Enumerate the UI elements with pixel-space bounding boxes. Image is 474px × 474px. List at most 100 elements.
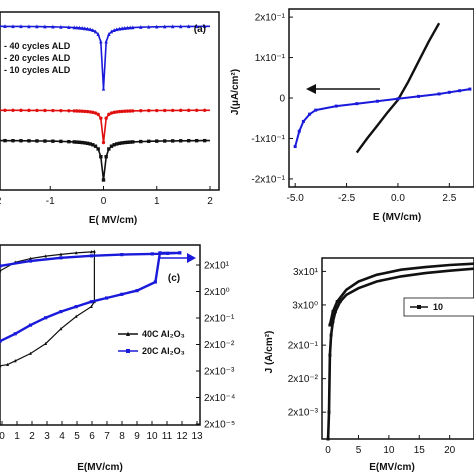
series-b-1-point bbox=[417, 94, 420, 98]
series-a-1-point bbox=[147, 108, 151, 113]
xtick-c-11: 11 bbox=[162, 431, 173, 442]
series-a-0-point bbox=[117, 26, 122, 31]
xtick-d-2: 10 bbox=[383, 445, 395, 456]
ytick-b-3: -1x10⁻¹ bbox=[251, 134, 285, 145]
series-a-1-point bbox=[85, 109, 90, 114]
series-c-1-point bbox=[74, 305, 78, 309]
xtick-d-3: 15 bbox=[414, 445, 426, 456]
legend-a-2: - 10 cycles ALD bbox=[4, 65, 71, 75]
series-a-0-point bbox=[131, 25, 135, 30]
series-c-1-point bbox=[59, 256, 63, 260]
series-a-2-point bbox=[131, 140, 135, 144]
series-c-0-point bbox=[93, 249, 96, 253]
series-a-2-point bbox=[115, 142, 119, 146]
series-a-2-point bbox=[99, 155, 103, 159]
series-c-1-point bbox=[150, 252, 154, 256]
series-a-2-point bbox=[179, 139, 183, 143]
series-a-2-point bbox=[128, 140, 132, 144]
panel-a-frame bbox=[0, 11, 220, 191]
ytick-b-1: 1x10⁻¹ bbox=[255, 53, 286, 64]
series-d-1-point bbox=[335, 300, 339, 304]
series-a-2-point bbox=[171, 139, 175, 143]
panel-b: 2x10⁻¹ 1x10⁻¹ 0 -1x10⁻¹ -2x10⁻¹ -5.0 -2.5 0.0 2… bbox=[230, 8, 474, 223]
series-a-0-point bbox=[187, 24, 191, 29]
series-d-0-point bbox=[338, 300, 342, 304]
series-d-0-point bbox=[331, 320, 335, 324]
xtick-c-10: 10 bbox=[146, 431, 158, 442]
series-b-1-point bbox=[293, 145, 297, 149]
series-d-0-point bbox=[333, 310, 337, 314]
series-a-1-point bbox=[104, 116, 108, 120]
series-b-1-point bbox=[301, 119, 305, 123]
series-a-2-point bbox=[120, 141, 124, 145]
series-a-1-point bbox=[75, 109, 79, 113]
ytick-c-1: 2x10⁰ bbox=[204, 287, 230, 298]
series-b-1-point bbox=[437, 92, 441, 96]
series-b-1-point bbox=[458, 89, 462, 93]
panel-d-xlabel: E(MV/cm) bbox=[369, 462, 415, 473]
series-a-2-point bbox=[163, 139, 167, 143]
series-a-1-point bbox=[51, 108, 55, 113]
ytick-d-4: 2x10⁻³ bbox=[288, 408, 319, 419]
series-c-1-point bbox=[89, 300, 93, 304]
series-c-0-point bbox=[59, 326, 63, 331]
series-a-2-point bbox=[104, 155, 108, 159]
series-a-1-point bbox=[19, 108, 23, 113]
series-a-0-point bbox=[27, 24, 31, 29]
series-a-1-point bbox=[99, 116, 103, 120]
series-a-1-point bbox=[112, 110, 116, 115]
xtick-b-0: -5.0 bbox=[287, 193, 305, 204]
series-a-2-point bbox=[43, 139, 47, 143]
series-a-0-point bbox=[67, 25, 71, 30]
series-c-0-point bbox=[0, 268, 2, 273]
series-a-2-point bbox=[147, 139, 151, 144]
series-a-0-point bbox=[3, 24, 7, 29]
series-a-2-point bbox=[107, 147, 111, 151]
series-c-0-point bbox=[89, 304, 93, 309]
series-a-2-point bbox=[123, 140, 127, 145]
series-a-2-point bbox=[35, 139, 39, 143]
xtick-b-3: 2.5 bbox=[442, 193, 456, 204]
series-a-0-point bbox=[120, 26, 124, 31]
series-d-1-point bbox=[328, 323, 332, 327]
panel-c-xlabel: E(MV/cm) bbox=[77, 462, 123, 473]
series-b-1-point bbox=[447, 90, 451, 94]
series-a-0-point bbox=[19, 24, 23, 29]
series-a-0-point bbox=[147, 24, 151, 29]
series-a-0-point bbox=[43, 24, 47, 29]
series-a-1-point bbox=[117, 109, 122, 114]
panel-b-frame bbox=[288, 8, 474, 188]
series-a-1-point bbox=[59, 108, 63, 113]
xtick-b-2: 0.0 bbox=[391, 193, 405, 204]
series-d-1-line bbox=[328, 262, 474, 326]
xtick-d-0: 0 bbox=[325, 445, 331, 456]
series-b-1-point bbox=[396, 97, 400, 101]
series-a-0-point bbox=[11, 24, 15, 29]
series-c-1-point bbox=[0, 339, 2, 343]
legend-a-1: - 20 cycles ALD bbox=[4, 53, 71, 63]
xtick-c-1: 1 bbox=[14, 431, 20, 442]
ytick-c-5: 2x10⁻⁴ bbox=[204, 393, 235, 404]
series-c-1-point bbox=[165, 251, 170, 255]
series-c-1-point bbox=[89, 254, 93, 258]
series-c-1-point bbox=[153, 280, 157, 284]
series-c-0-point bbox=[74, 314, 78, 318]
series-d-0-point bbox=[328, 353, 332, 357]
panel-a: (a) - 40 cycles ALD - 20 cycles ALD - 10 c… bbox=[0, 11, 220, 226]
ytick-c-6: 2x10⁻⁵ bbox=[204, 420, 235, 431]
panel-d-ylabel: J (A/cm²) bbox=[264, 331, 275, 374]
series-a-1-point bbox=[202, 108, 207, 112]
series-a-0-point bbox=[88, 27, 92, 32]
series-a-2-point bbox=[155, 139, 159, 143]
series-a-2-point bbox=[72, 140, 76, 144]
series-c-1-point bbox=[120, 292, 124, 296]
panel-a-tag: (a) bbox=[194, 24, 206, 35]
ytick-c-4: 2x10⁻³ bbox=[204, 367, 235, 378]
series-a-2-point bbox=[112, 143, 116, 147]
series-a-1-point bbox=[194, 108, 199, 112]
series-a-0-point bbox=[115, 27, 119, 32]
series-a-0-point bbox=[75, 25, 79, 30]
series-a-1-point bbox=[101, 140, 106, 145]
legend-c-1-marker bbox=[126, 349, 130, 353]
xtick-a-1: -1 bbox=[46, 196, 55, 207]
